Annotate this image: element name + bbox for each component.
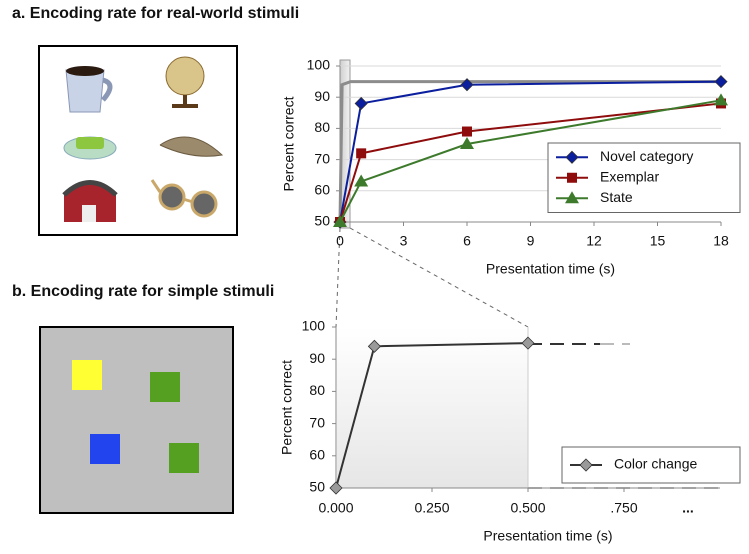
y-tick-label: 100 [307, 57, 331, 73]
marker [714, 75, 728, 89]
stimuli-photos [38, 45, 238, 236]
x-tick-label: .750 [610, 500, 637, 516]
color-stimulus [39, 326, 234, 514]
panel-title: a. Encoding rate for real-world stimuli [12, 5, 299, 22]
panel-title: b. Encoding rate for simple stimuli [12, 283, 274, 300]
y-tick-label: 60 [309, 447, 325, 463]
y-tick-label: 80 [314, 119, 330, 135]
x-tick-label: 18 [713, 233, 729, 249]
zoom-area [337, 327, 528, 488]
x-axis-label: Presentation time (s) [483, 528, 612, 544]
y-axis-label: Percent correct [279, 360, 295, 455]
y-tick-label: 70 [314, 150, 330, 166]
marker [565, 191, 579, 204]
x-axis-label: Presentation time (s) [486, 261, 615, 277]
x-tick-label: 6 [463, 233, 471, 249]
y-tick-label: 50 [314, 213, 330, 229]
x-tick-label: 0 [336, 233, 344, 249]
marker [460, 78, 474, 92]
marker [460, 137, 474, 149]
annotation: ... [682, 500, 694, 516]
glasses [150, 179, 218, 218]
marker [567, 172, 577, 183]
marker [462, 126, 472, 137]
marker [354, 174, 369, 187]
soap [63, 136, 117, 160]
y-tick-label: 90 [309, 350, 325, 366]
marker [565, 150, 579, 164]
marker [714, 93, 728, 106]
marker [354, 96, 368, 111]
x-tick-label: 12 [586, 233, 602, 249]
barn [62, 180, 118, 222]
marker [579, 458, 593, 472]
marker [333, 215, 347, 227]
mug [65, 66, 113, 113]
series-line [339, 99, 722, 223]
marker [329, 481, 343, 495]
marker [521, 336, 535, 350]
y-tick-label: 50 [309, 479, 325, 495]
legend-label: Novel category [600, 148, 693, 164]
zoom-connector [335, 227, 529, 328]
series-line [338, 80, 721, 223]
y-tick-label: 60 [314, 182, 330, 198]
x-tick-label: 0.250 [414, 500, 449, 516]
series-line [339, 80, 722, 223]
y-tick-label: 100 [302, 318, 326, 334]
globe [165, 56, 205, 108]
x-tick-label: 0.500 [510, 500, 545, 516]
y-tick-label: 90 [314, 88, 330, 104]
series-line [339, 102, 722, 223]
y-tick-label: 80 [309, 382, 325, 398]
x-tick-label: 0.000 [318, 500, 353, 516]
marker [356, 148, 367, 159]
marker [367, 339, 381, 353]
legend-label: State [600, 189, 633, 205]
feather [159, 136, 224, 157]
y-tick-label: 70 [309, 414, 325, 430]
x-tick-label: 15 [650, 233, 666, 249]
legend-label: Exemplar [600, 168, 659, 184]
legend-label: Color change [614, 456, 697, 472]
y-axis-label: Percent correct [281, 96, 297, 191]
x-tick-label: 3 [400, 233, 408, 249]
x-tick-label: 9 [527, 233, 535, 249]
